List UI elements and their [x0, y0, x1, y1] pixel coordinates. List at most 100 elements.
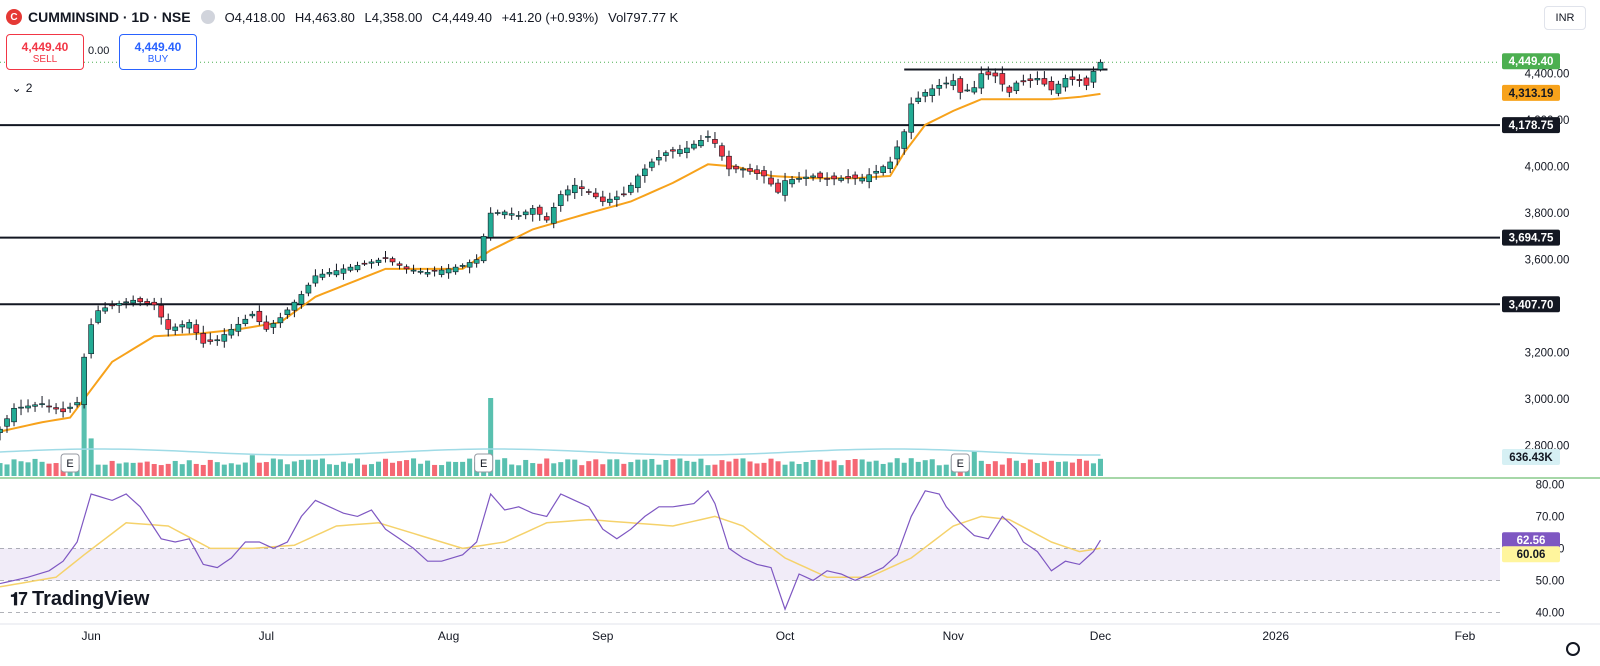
- candle-body: [719, 145, 725, 157]
- price-axis-tick: 3,200.00: [1525, 348, 1570, 360]
- volume-bar: [726, 461, 732, 476]
- rsi-value-tag: 62.56: [1517, 535, 1546, 547]
- level-price-tag: 4,178.75: [1509, 120, 1554, 132]
- candle-body: [677, 149, 683, 154]
- price-axis-tick: 4,000.00: [1525, 162, 1570, 174]
- candle-body: [964, 89, 971, 92]
- volume-bar: [803, 461, 809, 476]
- candle-body: [740, 168, 746, 171]
- candle-body: [761, 170, 767, 177]
- candle-body: [501, 211, 508, 216]
- time-axis-label: Aug: [438, 629, 459, 643]
- volume-bar: [11, 459, 17, 476]
- gear-icon[interactable]: [1566, 642, 1580, 656]
- volume-bar: [0, 463, 3, 476]
- volume-bar: [782, 464, 788, 476]
- volume-bar: [298, 459, 304, 476]
- market-status-icon[interactable]: [200, 10, 215, 24]
- volume-bar: [733, 458, 739, 476]
- candle-body: [487, 212, 494, 238]
- volume-bar: [446, 461, 452, 476]
- candle-body: [1090, 71, 1097, 83]
- candle-body: [1013, 82, 1020, 92]
- volume-bar: [831, 460, 837, 476]
- rsi-axis-tick: 50.00: [1536, 575, 1565, 587]
- volume-bar: [1013, 460, 1019, 476]
- volume-bar: [789, 461, 795, 476]
- buy-button[interactable]: 4,449.40 BUY: [119, 34, 197, 70]
- candle-body: [592, 192, 599, 198]
- candle-body: [39, 403, 45, 405]
- volume-bar: [530, 463, 536, 476]
- candle-body: [1097, 61, 1104, 70]
- candle-body: [130, 299, 137, 304]
- candle-body: [200, 333, 207, 344]
- candle-body: [515, 215, 522, 217]
- volume-bar: [53, 463, 59, 476]
- price-axis-tick: 4,400.00: [1525, 69, 1570, 81]
- volume-bar: [137, 462, 143, 476]
- candle-body: [894, 146, 901, 160]
- candle-body: [431, 269, 438, 272]
- symbol-title[interactable]: CUMMINSIND · 1D · NSE: [28, 9, 191, 25]
- high-value: H4,463.80: [294, 9, 355, 25]
- candle-body: [305, 284, 312, 294]
- candle-body: [466, 262, 473, 268]
- price-axis-tick: 3,600.00: [1525, 255, 1570, 267]
- indicators-toggle[interactable]: ⌄ 2: [6, 78, 38, 98]
- candle-body: [529, 208, 536, 215]
- candle-body: [536, 206, 543, 215]
- candle-body: [1083, 77, 1090, 86]
- volume-bar: [151, 464, 157, 476]
- volume-bar: [333, 464, 339, 476]
- earnings-marker: [950, 453, 970, 473]
- candle-body: [691, 143, 697, 149]
- open-value: O4,418.00: [224, 9, 286, 25]
- currency-selector[interactable]: INR: [1544, 6, 1586, 30]
- time-axis-label: Feb: [1455, 629, 1476, 643]
- volume-bar: [432, 464, 438, 476]
- volume-bar: [649, 458, 655, 476]
- candle-body: [368, 261, 375, 264]
- candle-body: [382, 257, 389, 259]
- candle-body: [705, 136, 711, 138]
- candle-body: [768, 177, 774, 185]
- candle-body: [606, 198, 613, 203]
- volume-bar: [551, 463, 557, 476]
- volume-bar: [291, 461, 297, 476]
- volume-bar: [663, 460, 669, 476]
- candle-body: [929, 88, 936, 96]
- candle-body: [789, 179, 795, 185]
- candle-body: [459, 265, 466, 267]
- candle-body: [754, 169, 760, 174]
- volume-bar: [179, 464, 185, 476]
- candle-body: [67, 406, 73, 409]
- symbol-legend: C CUMMINSIND · 1D · NSE O4,418.00 H4,463…: [6, 6, 684, 28]
- volume-bar: [404, 460, 410, 476]
- candle-body: [235, 323, 242, 332]
- candle-body: [144, 301, 151, 304]
- volume-bar: [971, 451, 977, 476]
- candle-body: [712, 139, 718, 144]
- candle-body: [747, 168, 753, 172]
- level-price-tag-bg: [1502, 229, 1560, 246]
- volume-bar: [838, 465, 844, 476]
- candle-body: [11, 407, 17, 423]
- volume-bar: [810, 459, 816, 476]
- volume-bar: [698, 458, 704, 476]
- candle-body: [585, 191, 592, 193]
- volume-bar: [684, 460, 690, 476]
- volume-bar: [158, 465, 164, 476]
- candle-body: [242, 318, 249, 325]
- candle-body: [613, 196, 620, 200]
- volume-bar: [354, 458, 360, 476]
- candle-body: [564, 189, 571, 196]
- sell-button[interactable]: 4,449.40 SELL: [6, 34, 84, 70]
- volume-bar: [929, 459, 935, 476]
- candle-body: [1034, 78, 1041, 81]
- volume-bar: [670, 459, 676, 476]
- volume-bar: [1027, 459, 1033, 476]
- candle-body: [887, 161, 894, 169]
- rsi-ma-value-tag-bg: [1502, 546, 1560, 563]
